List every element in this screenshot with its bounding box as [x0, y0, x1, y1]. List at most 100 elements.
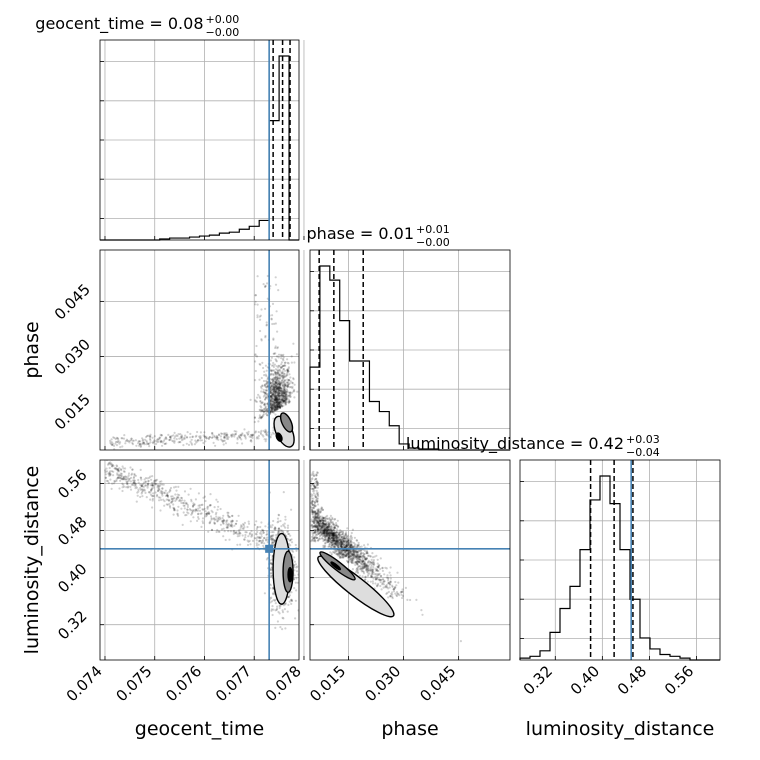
sample-point	[211, 436, 214, 439]
sample-point	[347, 543, 350, 547]
sample-point	[313, 501, 316, 504]
sample-point	[210, 509, 213, 512]
sample-point	[124, 478, 127, 481]
sample-point	[274, 372, 278, 375]
sample-point	[281, 390, 284, 393]
sample-point	[272, 352, 275, 355]
sample-point	[290, 538, 293, 541]
sample-point	[219, 516, 222, 519]
sample-point	[157, 489, 160, 492]
sample-point	[275, 404, 278, 407]
sample-point	[353, 544, 356, 547]
sample-point	[173, 509, 176, 512]
sample-point	[109, 458, 111, 460]
sample-point	[281, 398, 284, 402]
sample-point	[277, 400, 280, 403]
xtick-label-geocent_time-2: 0.076	[162, 662, 205, 705]
sample-point	[320, 526, 323, 529]
sample-point	[277, 389, 280, 392]
sample-point	[278, 400, 281, 403]
sample-point	[350, 550, 353, 553]
sample-point	[274, 397, 277, 400]
sample-point	[321, 524, 325, 527]
sample-point	[282, 353, 285, 356]
sample-point	[271, 407, 274, 410]
sample-point	[202, 496, 205, 499]
sample-point	[333, 526, 336, 529]
sample-point	[275, 378, 278, 381]
sample-point	[280, 403, 283, 406]
sample-point	[132, 477, 135, 480]
sample-point	[113, 467, 116, 470]
sample-point	[271, 403, 274, 406]
sample-point	[209, 493, 212, 496]
panel-title-minus-phase: −0.00	[416, 236, 450, 249]
sample-point	[273, 384, 276, 387]
sample-point	[142, 485, 145, 488]
sample-point	[270, 406, 273, 409]
sample-point	[151, 483, 154, 486]
sample-point	[276, 399, 279, 402]
sample-point	[131, 468, 134, 471]
sample-point	[359, 555, 362, 559]
sample-point	[183, 504, 186, 507]
sample-point	[270, 390, 273, 393]
sample-point	[211, 433, 214, 436]
sample-point	[273, 406, 276, 409]
sample-point	[286, 368, 289, 371]
sample-point	[278, 397, 281, 400]
sample-point	[254, 294, 257, 297]
sample-point	[208, 522, 211, 525]
sample-point	[152, 494, 155, 498]
contour-level-2	[275, 432, 283, 442]
sample-point	[277, 402, 280, 405]
sample-point	[313, 505, 317, 508]
sample-point	[376, 562, 379, 565]
sample-point	[262, 390, 265, 394]
sample-point	[274, 390, 277, 393]
sample-point	[270, 536, 273, 539]
sample-point	[210, 432, 214, 435]
sample-point	[207, 437, 210, 440]
sample-point	[372, 571, 375, 574]
sample-point	[271, 388, 274, 392]
sample-point	[130, 437, 133, 440]
sample-point	[324, 522, 327, 525]
sample-point	[364, 575, 367, 578]
sample-point	[270, 404, 273, 407]
sample-point	[233, 531, 236, 534]
sample-point	[104, 476, 107, 479]
sample-point	[272, 403, 275, 406]
sample-point	[278, 396, 281, 399]
sample-point	[286, 358, 289, 361]
sample-point	[290, 598, 293, 601]
sample-point	[379, 581, 382, 584]
sample-point	[284, 627, 287, 630]
sample-point	[264, 336, 267, 339]
histogram-luminosity_distance	[519, 475, 720, 661]
sample-point	[356, 551, 359, 554]
sample-point	[280, 400, 283, 404]
sample-point	[163, 438, 166, 441]
sample-point	[200, 439, 204, 442]
sample-point	[383, 573, 386, 576]
sample-point	[289, 380, 292, 383]
sample-point	[278, 398, 281, 401]
sample-point	[389, 566, 392, 569]
sample-point	[255, 539, 258, 542]
sample-point	[173, 496, 176, 500]
sample-point	[249, 543, 252, 546]
sample-point	[226, 437, 230, 441]
sample-point	[274, 384, 278, 387]
sample-point	[329, 551, 332, 554]
sample-point	[322, 535, 325, 538]
sample-point	[250, 535, 253, 538]
sample-point	[187, 493, 190, 496]
sample-point	[284, 518, 287, 521]
sample-point	[181, 436, 184, 439]
sample-point	[288, 539, 292, 542]
sample-point	[281, 405, 284, 408]
sample-point	[255, 520, 258, 523]
sample-point	[254, 360, 257, 363]
sample-point	[198, 509, 201, 512]
